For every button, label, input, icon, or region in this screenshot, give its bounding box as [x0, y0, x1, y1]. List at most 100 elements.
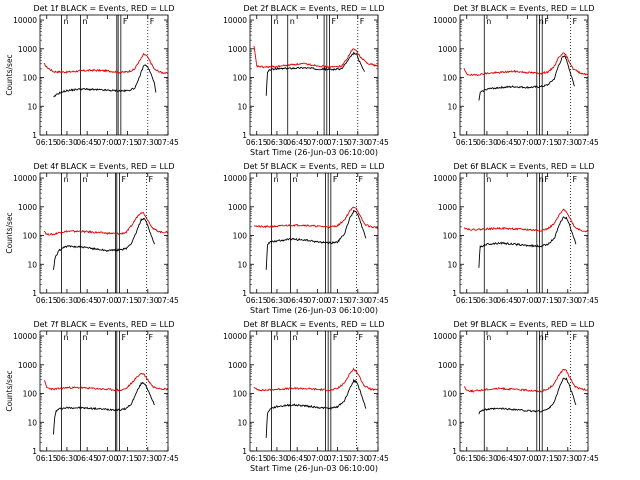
x-tick-label: 06:15 — [36, 454, 58, 463]
marker-label: F — [331, 17, 336, 26]
panel-title: Det 3f BLACK = Events, RED = LLD — [453, 4, 594, 13]
x-tick-label: 06:45 — [76, 454, 98, 463]
plot-frame — [249, 330, 379, 452]
x-tick-label: 07:30 — [347, 138, 369, 147]
plot-frame — [459, 172, 589, 294]
y-tick-label: 10000 — [223, 332, 247, 341]
y-tick-label: 1000 — [18, 203, 37, 212]
y-tick-label: 1000 — [438, 203, 457, 212]
x-tick-label: 07:15 — [327, 138, 349, 147]
marker-label: n — [539, 333, 544, 342]
x-tick-label: 06:15 — [456, 138, 478, 147]
marker-label: F — [358, 175, 363, 184]
vertical-markers — [271, 331, 357, 451]
y-tick-label: 1 — [32, 289, 37, 298]
x-tick-label: 07:45 — [577, 138, 599, 147]
events-series-line — [478, 216, 577, 268]
vertical-markers — [271, 15, 359, 135]
x-tick-label: 06:30 — [266, 454, 288, 463]
y-axis-label: Counts/sec — [5, 54, 14, 95]
y-tick-label: 1 — [242, 289, 247, 298]
marker-label: F — [121, 175, 126, 184]
marker-label: F — [148, 333, 153, 342]
x-tick-label: 07:30 — [557, 138, 579, 147]
x-tick-label: 06:15 — [456, 454, 478, 463]
x-tick-label: 06:30 — [476, 454, 498, 463]
x-tick-label: 06:30 — [266, 138, 288, 147]
x-tick-label: 07:15 — [537, 138, 559, 147]
y-tick-label: 10 — [237, 418, 247, 427]
x-tick-label: 07:15 — [537, 296, 559, 305]
x-tick-label: 06:45 — [496, 454, 518, 463]
plot-frame — [459, 330, 589, 452]
x-tick-label: 07:45 — [157, 296, 179, 305]
lld-series-line — [253, 367, 379, 392]
x-tick-label: 06:30 — [476, 138, 498, 147]
marker-label: n — [64, 175, 69, 184]
x-tick-label: 06:15 — [456, 296, 478, 305]
lld-series-line — [43, 52, 168, 75]
lld-series-line — [253, 45, 379, 69]
panel-title: Det 4f BLACK = Events, RED = LLD — [33, 162, 174, 171]
y-tick-label: 1000 — [438, 45, 457, 54]
x-tick-label: 07:00 — [307, 454, 329, 463]
marker-label: n — [486, 175, 491, 184]
marker-label: n — [274, 333, 279, 342]
y-tick-label: 1 — [452, 131, 457, 140]
marker-label: n — [292, 175, 297, 184]
lld-series-line — [463, 52, 589, 77]
vertical-markers — [483, 15, 571, 135]
marker-label: F — [358, 333, 363, 342]
x-tick-label: 07:30 — [347, 454, 369, 463]
x-tick-label: 06:15 — [246, 296, 268, 305]
x-tick-label: 07:45 — [367, 296, 389, 305]
x-tick-label: 06:15 — [246, 138, 268, 147]
marker-label: n — [539, 17, 544, 26]
y-tick-label: 10 — [237, 260, 247, 269]
x-tick-label: 07:30 — [557, 454, 579, 463]
panel-title: Det 7f BLACK = Events, RED = LLD — [33, 320, 174, 329]
panel-title: Det 6f BLACK = Events, RED = LLD — [453, 162, 594, 171]
y-tick-label: 10000 — [433, 332, 457, 341]
x-tick-label: 07:00 — [517, 138, 539, 147]
marker-label: F — [121, 333, 126, 342]
x-tick-label: 06:45 — [286, 454, 308, 463]
x-tick-label: 07:00 — [307, 296, 329, 305]
x-tick-label: 07:45 — [157, 138, 179, 147]
x-tick-label: 06:30 — [476, 296, 498, 305]
x-tick-label: 07:30 — [137, 138, 159, 147]
y-tick-label: 1 — [452, 289, 457, 298]
y-tick-label: 10000 — [433, 16, 457, 25]
x-tick-label: 06:30 — [56, 454, 78, 463]
y-tick-label: 10000 — [223, 16, 247, 25]
y-tick-label: 100 — [443, 390, 458, 399]
x-tick-label: 07:00 — [97, 454, 119, 463]
y-tick-label: 1000 — [228, 45, 247, 54]
marker-label: n — [274, 17, 279, 26]
x-tick-label: 07:15 — [117, 296, 139, 305]
y-tick-label: 100 — [23, 390, 38, 399]
events-series-line — [265, 51, 365, 96]
y-tick-label: 10 — [447, 102, 457, 111]
marker-label: n — [82, 17, 87, 26]
plot-frame — [249, 172, 379, 294]
vertical-markers — [483, 331, 571, 451]
x-tick-label: 07:00 — [307, 138, 329, 147]
marker-label: F — [544, 175, 549, 184]
vertical-markers — [61, 15, 149, 135]
marker-label: n — [82, 175, 87, 184]
x-tick-label: 06:45 — [286, 296, 308, 305]
x-tick-label: 07:15 — [117, 454, 139, 463]
y-tick-label: 10000 — [433, 174, 457, 183]
lld-series-line — [253, 206, 379, 230]
y-tick-label: 1000 — [228, 203, 247, 212]
marker-label: n — [82, 333, 87, 342]
x-tick-label: 07:45 — [577, 296, 599, 305]
y-tick-label: 1 — [32, 447, 37, 456]
x-tick-label: 07:15 — [117, 138, 139, 147]
lld-series-line — [43, 211, 169, 236]
events-series-line — [53, 64, 157, 98]
x-tick-label: 06:30 — [56, 138, 78, 147]
